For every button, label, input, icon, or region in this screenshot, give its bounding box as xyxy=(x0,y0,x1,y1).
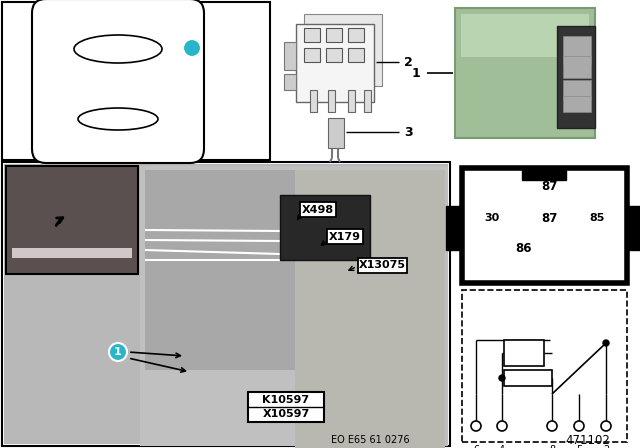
Bar xyxy=(4,164,448,444)
Bar xyxy=(304,28,320,42)
Text: K10597: K10597 xyxy=(262,395,310,405)
Bar xyxy=(563,96,591,112)
Text: 1: 1 xyxy=(412,66,420,79)
Circle shape xyxy=(471,421,481,431)
Bar xyxy=(627,206,640,250)
Circle shape xyxy=(547,421,557,431)
Circle shape xyxy=(601,421,611,431)
Circle shape xyxy=(183,39,201,57)
Bar xyxy=(446,206,462,250)
FancyBboxPatch shape xyxy=(455,8,595,138)
Circle shape xyxy=(109,343,127,361)
Text: 1: 1 xyxy=(188,43,196,53)
Bar xyxy=(6,166,138,274)
Bar xyxy=(328,118,344,148)
Bar xyxy=(328,90,335,112)
Text: 2: 2 xyxy=(404,56,413,69)
Bar xyxy=(12,248,132,258)
Bar xyxy=(462,168,627,283)
Bar xyxy=(557,26,595,128)
Text: 86: 86 xyxy=(515,241,532,254)
Bar xyxy=(563,56,591,78)
Bar xyxy=(326,28,342,42)
Text: X13075: X13075 xyxy=(358,260,406,270)
Bar xyxy=(310,90,317,112)
Bar xyxy=(295,170,445,448)
Bar xyxy=(2,162,450,446)
Bar xyxy=(304,14,382,86)
Text: 8: 8 xyxy=(549,445,555,448)
Bar xyxy=(284,74,296,90)
Bar xyxy=(140,166,448,446)
Bar xyxy=(348,48,364,62)
Bar xyxy=(358,258,406,272)
Bar xyxy=(348,28,364,42)
Text: 4: 4 xyxy=(499,445,505,448)
Bar xyxy=(364,90,371,112)
Text: 471102: 471102 xyxy=(565,434,610,447)
Text: 30: 30 xyxy=(484,213,499,223)
Bar xyxy=(248,392,324,422)
Bar xyxy=(563,36,591,64)
Bar xyxy=(504,340,544,366)
Bar xyxy=(348,90,355,112)
FancyBboxPatch shape xyxy=(32,0,204,163)
Circle shape xyxy=(497,421,507,431)
Bar xyxy=(326,48,342,62)
Ellipse shape xyxy=(78,108,158,130)
Bar xyxy=(145,170,295,370)
Bar xyxy=(461,14,589,57)
Bar xyxy=(504,370,552,386)
Text: X498: X498 xyxy=(302,205,334,215)
Bar xyxy=(522,168,566,180)
Text: 85: 85 xyxy=(589,213,605,223)
Circle shape xyxy=(499,375,505,381)
Text: 3: 3 xyxy=(404,125,413,138)
Text: 87: 87 xyxy=(541,180,557,193)
Bar xyxy=(563,80,591,100)
Text: 2: 2 xyxy=(603,445,609,448)
Bar xyxy=(2,2,270,160)
Text: 87: 87 xyxy=(541,211,557,224)
Circle shape xyxy=(603,340,609,346)
Circle shape xyxy=(574,421,584,431)
Text: 1: 1 xyxy=(114,347,122,357)
Bar xyxy=(304,48,320,62)
Bar xyxy=(284,42,296,70)
Text: EO E65 61 0276: EO E65 61 0276 xyxy=(331,435,410,445)
Text: 5: 5 xyxy=(576,445,582,448)
Ellipse shape xyxy=(74,35,162,63)
Bar xyxy=(327,229,363,245)
Text: 6: 6 xyxy=(473,445,479,448)
Bar xyxy=(462,290,627,442)
Bar xyxy=(300,202,336,217)
Bar xyxy=(296,24,374,102)
Bar xyxy=(280,195,370,260)
Text: X10597: X10597 xyxy=(262,409,310,419)
Text: X179: X179 xyxy=(329,232,361,242)
